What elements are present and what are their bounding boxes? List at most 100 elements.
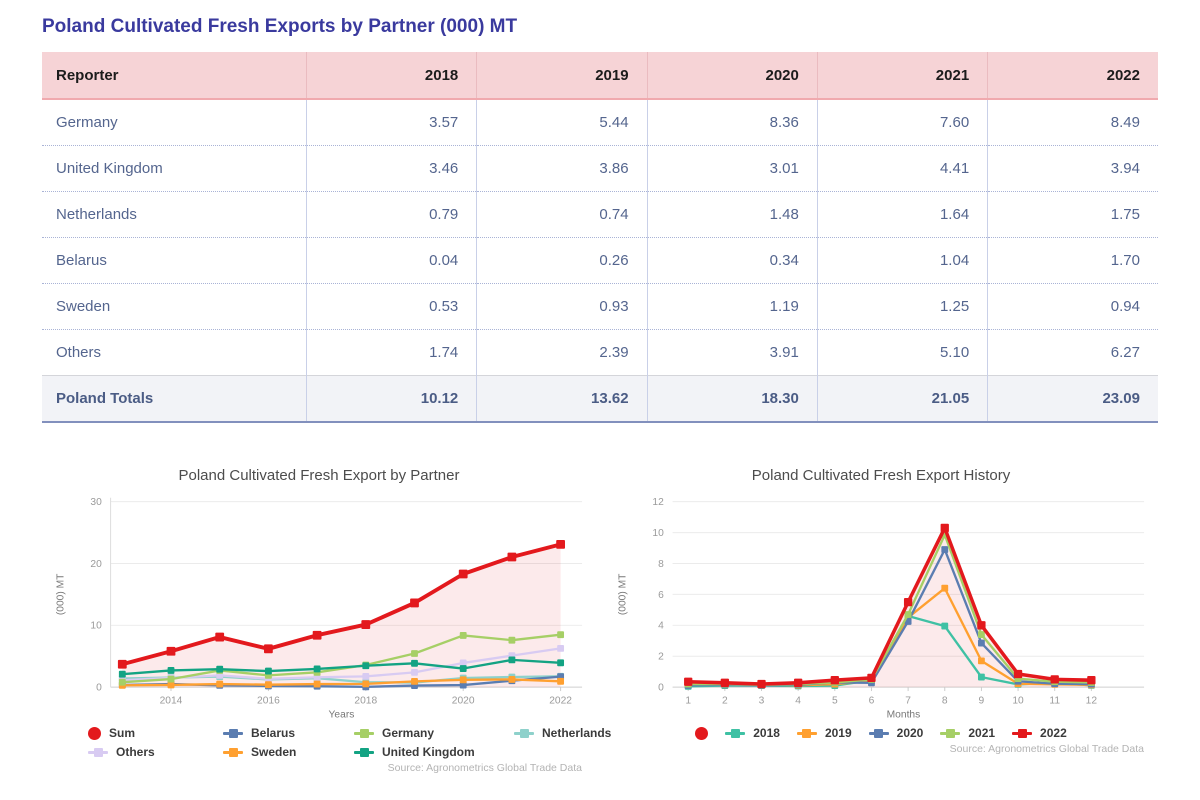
x-tick-label: 12 [1086, 696, 1098, 707]
value-cell: 6.27 [987, 329, 1158, 376]
data-point-marker [362, 680, 370, 688]
legend-item-2022: 2022 [1012, 726, 1067, 740]
data-point-marker [757, 679, 766, 689]
history-chart-legend: 2018 2019 2020 2021 2022 [614, 726, 1148, 740]
y-tick-label: 30 [90, 497, 102, 508]
legend-line-square-marker-icon [725, 728, 746, 738]
data-point-marker [1050, 675, 1059, 684]
value-cell: 7.60 [816, 99, 988, 146]
data-point-marker [459, 665, 467, 672]
value-cell: 3.46 [305, 145, 477, 192]
value-cell: 10.12 [305, 375, 477, 423]
data-point-marker [459, 681, 467, 689]
legend-item-germany: Germany [354, 726, 514, 740]
data-point-marker [557, 631, 565, 639]
x-tick-label: 5 [832, 696, 838, 707]
value-cell: 3.01 [646, 145, 818, 192]
legend-label: Belarus [251, 726, 296, 741]
column-header-2020: 2020 [646, 52, 818, 100]
data-point-marker [362, 662, 370, 670]
data-point-marker [117, 659, 127, 669]
legend-line-square-marker-icon [223, 728, 243, 738]
legend-label: 2019 [824, 726, 852, 741]
x-tick-label: 11 [1049, 696, 1060, 707]
series-2022 [684, 523, 1096, 689]
reporter-cell: Poland Totals [42, 375, 307, 423]
value-cell: 1.74 [305, 329, 477, 376]
data-point-marker [507, 552, 517, 562]
reporter-cell: Germany [42, 99, 307, 146]
x-tick-label: 1 [685, 696, 691, 707]
data-point-marker [1013, 669, 1023, 679]
data-point-marker [867, 673, 876, 683]
legend-label: United Kingdom [382, 745, 475, 760]
legend-line-square-marker-icon [940, 728, 961, 738]
legend-line-square-marker-icon [354, 747, 374, 757]
y-tick-label: 8 [658, 559, 664, 570]
data-point-marker [977, 639, 985, 647]
data-point-marker [557, 644, 565, 652]
data-point-marker [508, 675, 516, 683]
series-line [121, 678, 562, 687]
x-axis-title: Years [329, 709, 355, 720]
value-cell: 3.86 [476, 145, 648, 192]
data-point-marker [720, 678, 730, 687]
x-tick-label: 7 [905, 696, 911, 707]
y-axis-title: (000) MT [618, 573, 629, 615]
legend-label: Others [116, 745, 155, 760]
x-tick-label: 2020 [452, 696, 475, 707]
value-cell: 1.64 [816, 191, 988, 238]
value-cell: 2.39 [476, 329, 648, 376]
column-header-2018: 2018 [305, 52, 477, 100]
data-point-marker [794, 678, 803, 687]
y-tick-label: 6 [658, 590, 664, 601]
y-tick-label: 20 [90, 559, 102, 570]
data-point-marker [411, 668, 418, 676]
data-point-marker [830, 676, 839, 685]
y-tick-label: 0 [658, 683, 664, 694]
totals-row: Poland Totals 10.12 13.62 18.30 21.05 23.09 [42, 375, 1158, 423]
x-axis-title: Months [887, 709, 921, 720]
x-tick-label: 2018 [354, 696, 377, 707]
legend-label: Sweden [251, 745, 297, 760]
legend-label: Netherlands [542, 726, 612, 741]
series-line [121, 647, 562, 682]
data-point-marker [264, 667, 272, 675]
legend-item-united-kingdom: United Kingdom [354, 745, 514, 759]
column-header-2021: 2021 [816, 52, 988, 100]
legend-item-sum [695, 726, 709, 740]
data-point-marker [215, 632, 225, 642]
table-wrapper: Reporter 2018 2019 2020 2021 2022 Germany 3.57… [42, 52, 1158, 423]
value-cell: 0.79 [305, 191, 477, 238]
data-point-marker [362, 672, 370, 680]
data-point-marker [167, 675, 175, 683]
legend-item-belarus: Belarus [223, 726, 354, 740]
data-point-marker [556, 539, 565, 549]
table-row: Belarus 0.04 0.26 0.34 1.04 1.70 [42, 237, 1158, 284]
value-cell: 1.19 [646, 283, 818, 330]
table-row: Others 1.74 2.39 3.91 5.10 6.27 [42, 329, 1158, 376]
data-point-marker [166, 646, 176, 656]
legend-label: 2020 [896, 726, 924, 741]
reporter-cell: Belarus [42, 237, 307, 284]
data-point-marker [977, 631, 985, 639]
data-point-marker [411, 650, 418, 657]
legend-item-2018: 2018 [725, 726, 780, 740]
chart-partner-title: Poland Cultivated Fresh Export by Partne… [178, 467, 460, 484]
legend-circle-marker-icon [695, 726, 709, 740]
data-point-marker [903, 597, 913, 607]
table-row: Germany 3.57 5.44 8.36 7.60 8.49 [42, 99, 1158, 146]
data-point-marker [411, 677, 418, 685]
chart-partner-card: Poland Cultivated Fresh Export by Partne… [52, 467, 612, 774]
value-cell: 0.93 [476, 283, 648, 330]
data-point-marker [1087, 676, 1096, 685]
value-cell: 3.57 [305, 99, 477, 146]
legend-line-square-marker-icon [514, 728, 534, 738]
reporter-cell: United Kingdom [42, 145, 307, 192]
legend-item-netherlands: Netherlands [514, 726, 654, 740]
column-header-reporter: Reporter [42, 52, 307, 100]
data-point-marker [557, 659, 565, 667]
x-tick-label: 6 [869, 696, 875, 707]
legend-label: 2022 [1040, 726, 1067, 741]
legend-line-square-marker-icon [1012, 728, 1033, 738]
